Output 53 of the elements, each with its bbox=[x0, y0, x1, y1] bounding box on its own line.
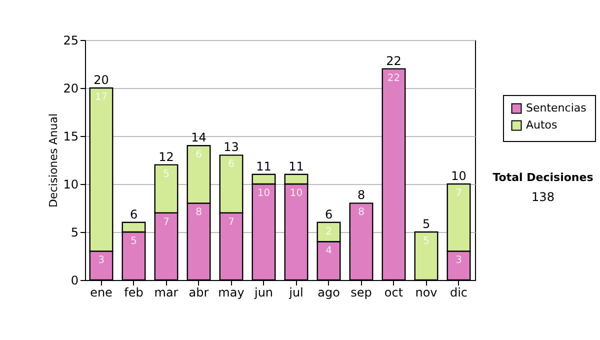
data-label: 22 bbox=[387, 72, 400, 84]
total-label: 8 bbox=[357, 188, 366, 202]
x-tick-label: abr bbox=[188, 286, 209, 300]
y-tick-label: 5 bbox=[70, 226, 78, 240]
data-label: 5 bbox=[423, 236, 430, 247]
y-tick-label: 20 bbox=[63, 82, 78, 96]
data-label: 5 bbox=[163, 168, 170, 180]
y-tick-label: 10 bbox=[63, 178, 78, 192]
data-label: 10 bbox=[290, 188, 303, 199]
total-label: 10 bbox=[451, 169, 466, 183]
data-label: 8 bbox=[358, 207, 364, 218]
data-label: 17 bbox=[94, 92, 108, 103]
x-tick-label: jul bbox=[288, 286, 304, 300]
text: Total Decisiones bbox=[492, 171, 594, 184]
y-tick-label: 15 bbox=[63, 130, 78, 144]
x-tick-label: mar bbox=[154, 286, 178, 300]
total-label: 11 bbox=[288, 159, 304, 174]
x-tick-label: feb bbox=[124, 286, 144, 300]
data-label: 2 bbox=[326, 226, 332, 238]
data-label: 7 bbox=[228, 216, 234, 228]
legend-label: Sentencias bbox=[526, 102, 587, 114]
data-label: 8 bbox=[196, 207, 202, 218]
total-label: 12 bbox=[158, 150, 174, 164]
legend-label: Autos bbox=[526, 118, 558, 132]
data-label: 6 bbox=[196, 150, 202, 161]
total-label: 20 bbox=[94, 73, 109, 87]
data-label: 5 bbox=[130, 236, 137, 247]
x-tick-label: may bbox=[218, 286, 244, 300]
data-label: 7 bbox=[456, 188, 462, 199]
x-tick-label: sep bbox=[350, 286, 372, 300]
total-label: 6 bbox=[324, 207, 333, 222]
total-label: 13 bbox=[224, 140, 239, 154]
text: 138 bbox=[532, 190, 554, 204]
x-tick-label: nov bbox=[415, 286, 438, 300]
data-label: 10 bbox=[257, 188, 270, 199]
x-tick-label: jun bbox=[253, 286, 274, 300]
data-label: 6 bbox=[228, 159, 234, 170]
x-tick-label: ene bbox=[90, 286, 112, 300]
total-label: 11 bbox=[256, 159, 272, 174]
data-label: 7 bbox=[163, 216, 170, 228]
total-label: 5 bbox=[422, 217, 430, 231]
total-label: 22 bbox=[386, 54, 402, 68]
total-label: 6 bbox=[130, 207, 138, 222]
total-label: 14 bbox=[191, 130, 206, 145]
y-tick-label: 0 bbox=[70, 274, 78, 288]
x-tick-label: oct bbox=[384, 286, 404, 300]
data-label: 3 bbox=[456, 255, 462, 266]
x-tick-label: dic bbox=[450, 286, 468, 300]
y-tick-label: 25 bbox=[63, 34, 78, 48]
x-tick-label: ago bbox=[318, 286, 340, 300]
data-label: 4 bbox=[326, 246, 332, 257]
data-label: 3 bbox=[98, 255, 104, 266]
y-axis-title: Decisiones Anual bbox=[47, 113, 60, 208]
